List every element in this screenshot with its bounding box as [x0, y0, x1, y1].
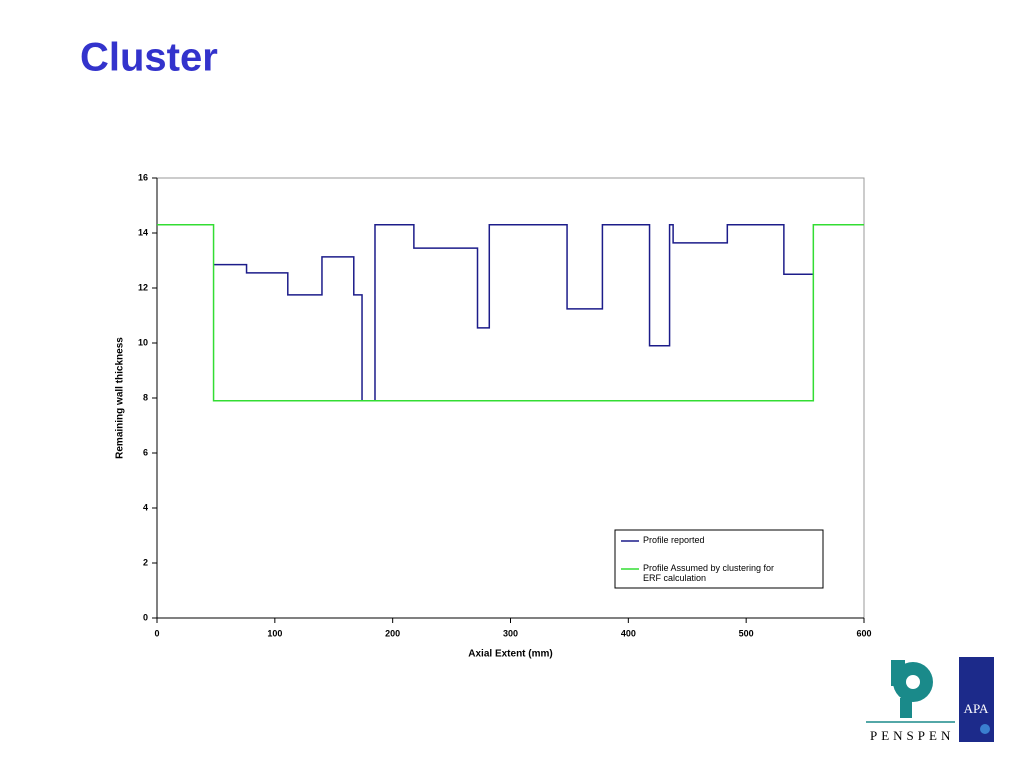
- logo-stem: [900, 698, 912, 718]
- logo-bar: [891, 660, 905, 686]
- y-tick-label: 10: [138, 337, 148, 347]
- legend-label: Profile reported: [643, 535, 705, 545]
- x-tick-label: 100: [267, 628, 282, 638]
- legend: Profile reported Profile Assumed by clust…: [614, 529, 824, 589]
- legend-box: [614, 529, 824, 589]
- x-axis-label: Axial Extent (mm): [468, 649, 552, 660]
- y-tick-label: 12: [138, 282, 148, 292]
- apa-dot: [980, 724, 990, 734]
- y-tick-label: 4: [143, 502, 148, 512]
- x-tick-label: 600: [856, 628, 871, 638]
- y-tick-label: 2: [143, 557, 148, 567]
- x-tick-label: 500: [739, 628, 754, 638]
- x-tick-label: 300: [503, 628, 518, 638]
- y-tick-label: 16: [138, 172, 148, 182]
- x-tick-label: 400: [621, 628, 636, 638]
- series-line: [157, 224, 864, 402]
- logo-text: PENSPEN: [870, 728, 954, 743]
- y-tick-label: 14: [138, 227, 148, 237]
- slide-title: Cluster: [80, 36, 218, 80]
- chart: 0 2 4 6 8 10 12 14 16 0 100 200 300 400 500 600 Axial Ex…: [115, 172, 872, 659]
- y-tick-label: 0: [143, 612, 148, 622]
- x-tick-label: 0: [154, 628, 159, 638]
- y-tick-label: 6: [143, 447, 148, 457]
- x-tick-label: 200: [385, 628, 400, 638]
- y-axis-label: Remaining wall thickness: [115, 337, 126, 459]
- series-line: [213, 224, 814, 402]
- apa-logo: APA: [959, 657, 994, 742]
- legend-label: Profile Assumed by clustering for ERF cal…: [643, 563, 774, 583]
- logo-hole: [906, 675, 920, 689]
- apa-text: APA: [964, 701, 989, 716]
- y-tick-label: 8: [143, 392, 148, 402]
- legend-label-line: Profile reported: [643, 535, 705, 545]
- legend-label-line: ERF calculation: [643, 573, 706, 583]
- legend-label-line: Profile Assumed by clustering for: [643, 563, 774, 573]
- penspen-logo: PENSPEN: [866, 660, 955, 743]
